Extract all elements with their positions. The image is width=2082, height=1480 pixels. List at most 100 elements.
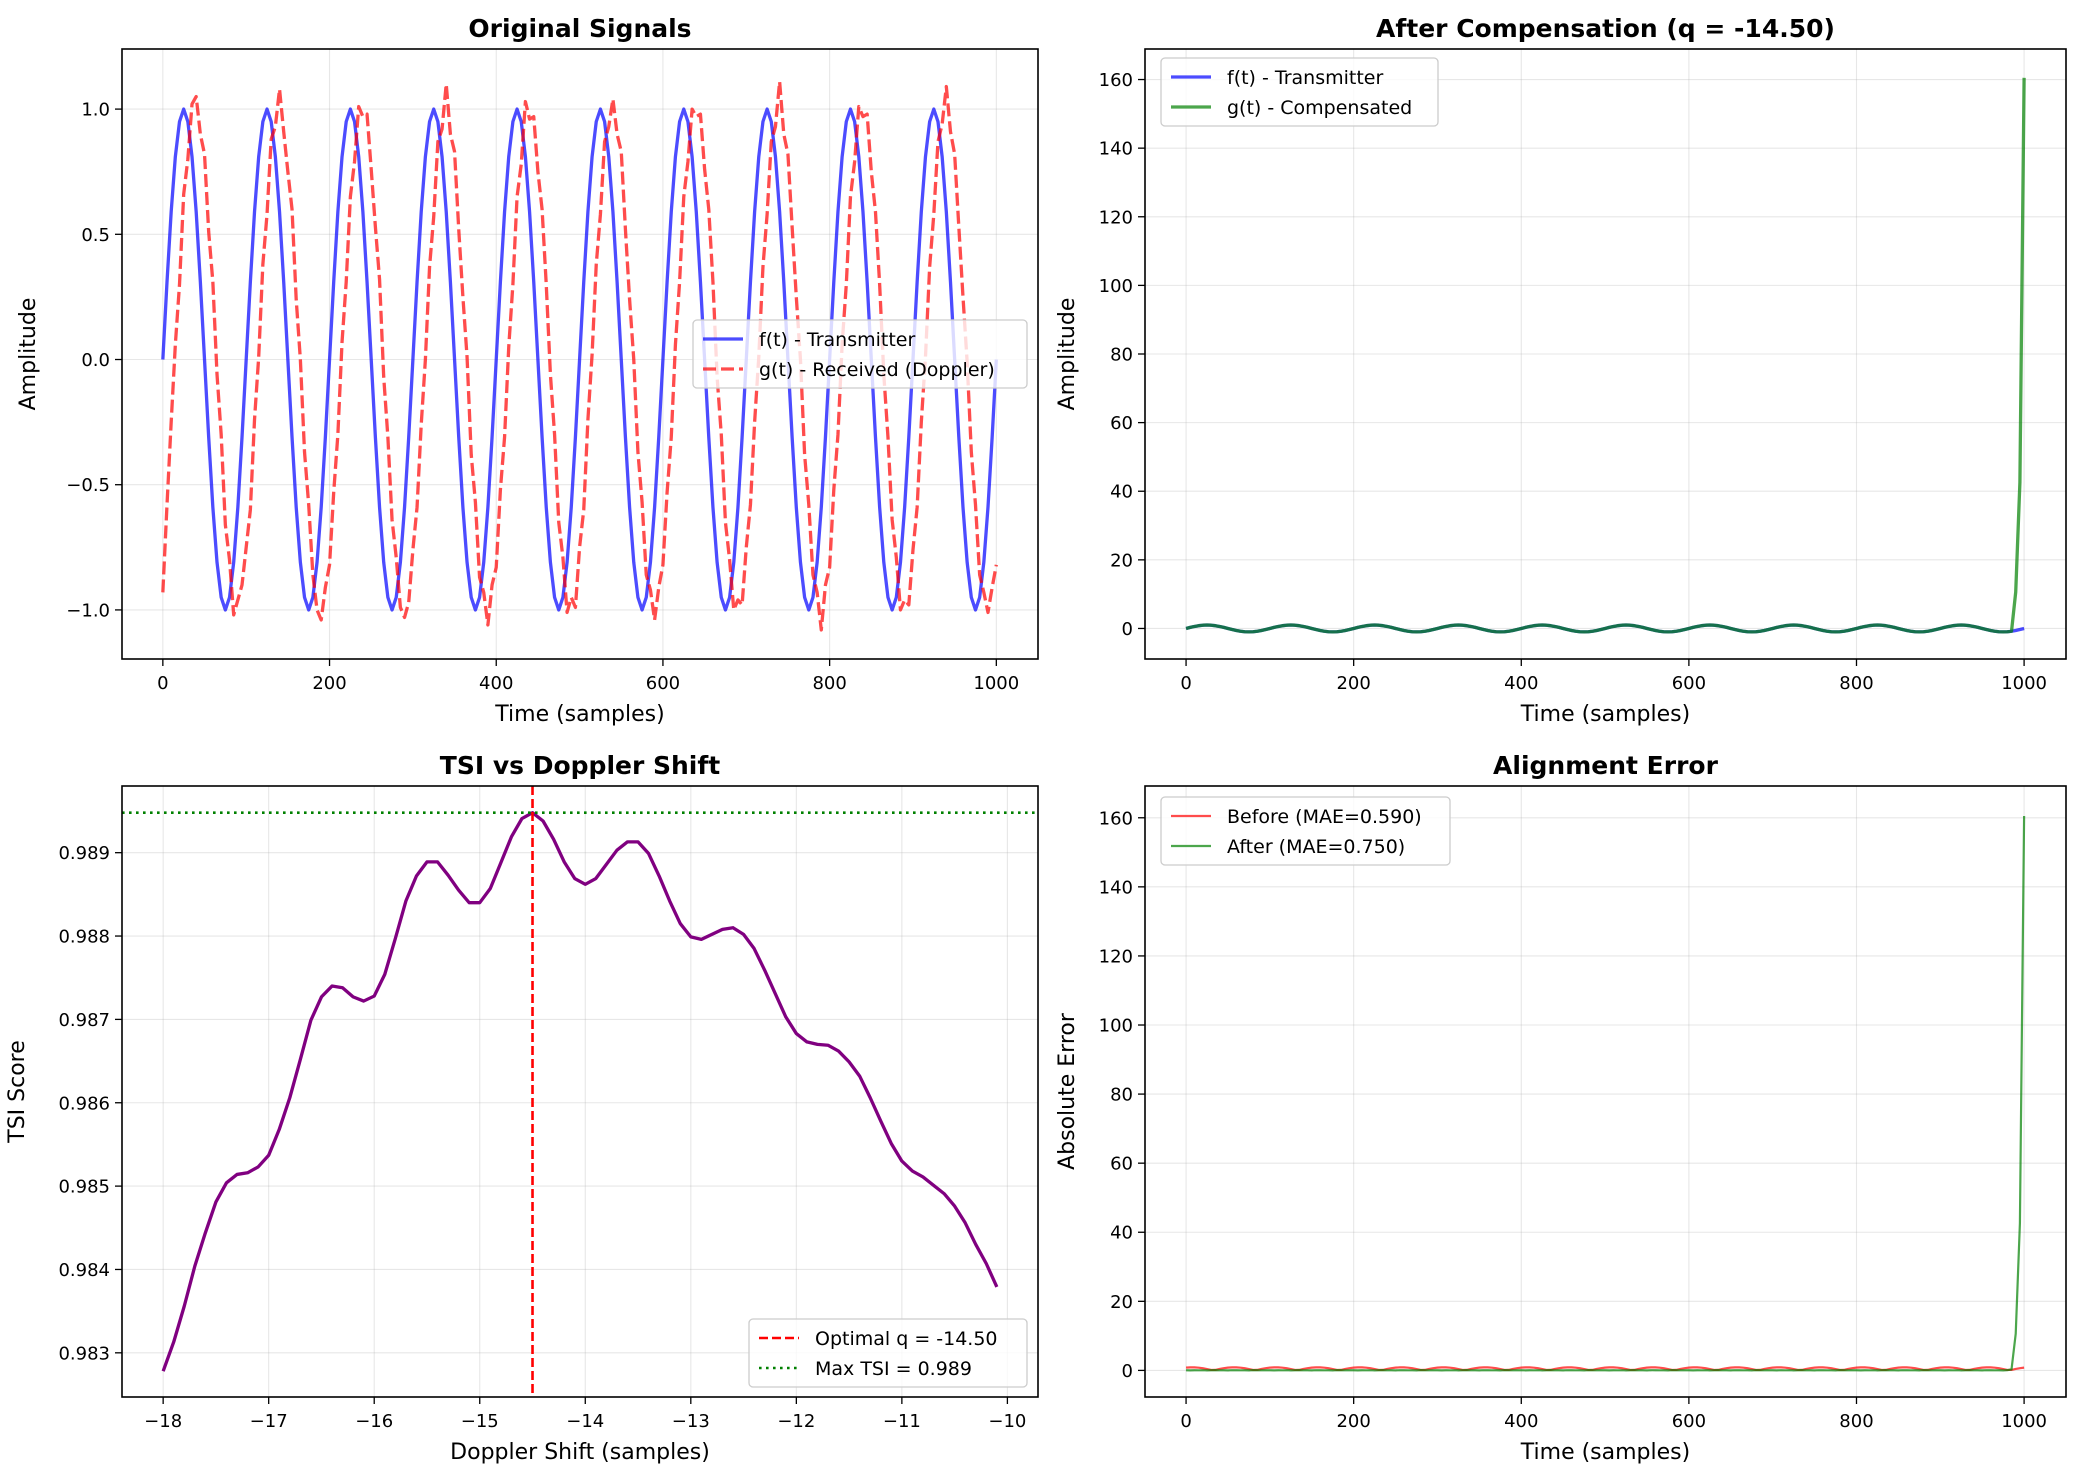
series-line-0 [161,811,999,1372]
y-tick-label: 140 [1099,877,1133,898]
y-tick-label: 60 [1110,413,1133,434]
subplot-1: 0 200 400 600 800 1000 0 20 40 60 80 100 120 140 160 Af… [1055,14,2067,727]
y-tick-label: 0.987 [58,1010,110,1031]
x-tick-label: 800 [1839,673,1873,694]
x-axis-label: Time (samples) [1520,702,1690,727]
subplot-3: 0 200 400 600 800 1000 0 20 40 60 80 100 120 140 160 Al… [1055,751,2067,1465]
axes-frame [1144,785,2067,1398]
chart-title: After Compensation (q = -14.50) [1376,14,1835,43]
x-tick-label: 0 [1180,1411,1191,1432]
plot-area [1145,786,2066,1397]
y-tick-label: 40 [1110,482,1133,503]
y-tick-label: −0.5 [66,475,110,496]
legend-label: g(t) - Compensated [1227,97,1412,119]
x-tick-label: 600 [1672,1411,1706,1432]
y-axis-label: Amplitude [16,298,41,411]
y-tick-label: 0.988 [58,927,110,948]
legend-label: After (MAE=0.750) [1227,836,1405,858]
legend-box [1160,57,1439,127]
plot-area [122,786,1038,1397]
x-tick-label: 200 [1336,673,1370,694]
x-tick-label: 1000 [973,673,1019,694]
x-tick-label: 800 [812,673,846,694]
chart-title: Original Signals [468,14,691,43]
y-tick-label: 0.0 [81,350,110,371]
x-tick-label: 0 [157,673,168,694]
x-tick-label: 600 [646,673,680,694]
series-line-1 [161,79,998,632]
x-tick-label: 1000 [2001,1411,2047,1432]
chart-title: TSI vs Doppler Shift [440,751,720,780]
x-tick-label: 400 [1504,1411,1538,1432]
x-tick-label: 0 [1180,673,1191,694]
x-tick-label: −10 [988,1411,1026,1432]
y-axis-label: Amplitude [1055,298,1080,411]
x-axis-label: Time (samples) [1520,1440,1690,1465]
x-tick-label: −12 [777,1411,815,1432]
series-line-1 [1186,816,2026,1372]
y-tick-label: 100 [1099,1016,1133,1037]
x-tick-label: −15 [461,1411,499,1432]
x-tick-label: −11 [883,1411,921,1432]
legend-label: f(t) - Transmitter [759,329,915,351]
legend-label: g(t) - Received (Doppler) [759,359,995,381]
y-tick-label: 0.985 [58,1177,110,1198]
legend-label: Max TSI = 0.989 [815,1358,972,1380]
y-tick-label: −1.0 [66,600,110,621]
y-tick-label: 120 [1099,207,1133,228]
y-tick-label: 0 [1122,1361,1133,1382]
x-tick-label: 600 [1672,673,1706,694]
y-tick-label: 60 [1110,1154,1133,1175]
x-tick-label: −18 [144,1411,182,1432]
x-tick-label: 1000 [2001,673,2047,694]
x-tick-label: 200 [312,673,346,694]
legend-label: Optimal q = -14.50 [815,1328,998,1350]
legend-box [748,1318,1028,1388]
axes-frame [121,48,1039,660]
subplot-0: 0 200 400 600 800 1000 −1.0 −0.5 0.0 0.5 1.0 Origin… [16,14,1039,727]
y-tick-label: 0.989 [58,843,110,864]
y-tick-label: 100 [1099,276,1133,297]
y-axis-label: Absolute Error [1055,1012,1080,1170]
series-layer [122,786,1038,1397]
y-tick-label: 80 [1110,345,1133,366]
x-tick-label: −14 [566,1411,604,1432]
plot-area [1145,49,2066,659]
y-tick-label: 120 [1099,946,1133,967]
x-tick-label: 400 [1504,673,1538,694]
y-tick-label: 80 [1110,1085,1133,1106]
x-tick-label: −17 [250,1411,288,1432]
y-tick-label: 160 [1099,808,1133,829]
y-tick-label: 1.0 [81,100,110,121]
legend: Before (MAE=0.590) After (MAE=0.750) [1160,796,1451,866]
legend: Optimal q = -14.50 Max TSI = 0.989 [748,1318,1028,1388]
x-tick-label: 400 [479,673,513,694]
x-axis-label: Time (samples) [494,702,664,727]
y-tick-label: 160 [1099,70,1133,91]
y-tick-label: 0.5 [81,225,110,246]
x-tick-label: −16 [355,1411,393,1432]
legend-label: Before (MAE=0.590) [1227,806,1422,828]
y-tick-label: 20 [1110,550,1133,571]
x-tick-label: −13 [672,1411,710,1432]
x-tick-label: 800 [1839,1411,1873,1432]
legend-box [1160,796,1451,866]
series-layer [161,79,998,632]
y-tick-label: 20 [1110,1292,1133,1313]
y-tick-label: 0.983 [58,1343,110,1364]
legend-label: f(t) - Transmitter [1227,67,1383,89]
legend: f(t) - Transmitter g(t) - Received (Doppl… [692,319,1028,389]
y-tick-label: 0.984 [58,1260,110,1281]
y-tick-label: 140 [1099,139,1133,160]
axes-frame [121,785,1039,1398]
series-line-1 [1185,77,2026,634]
y-axis-label: TSI Score [5,1040,30,1144]
subplot-2: −18 −17 −16 −15 −14 −13 −12 −11 −10 0.983 0.984 0.9… [5,751,1039,1465]
series-layer [1185,77,2026,634]
x-axis-label: Doppler Shift (samples) [450,1440,710,1465]
x-tick-label: 200 [1336,1411,1370,1432]
legend-box [692,319,1028,389]
legend: f(t) - Transmitter g(t) - Compensated [1160,57,1439,127]
y-tick-label: 0.986 [58,1093,110,1114]
